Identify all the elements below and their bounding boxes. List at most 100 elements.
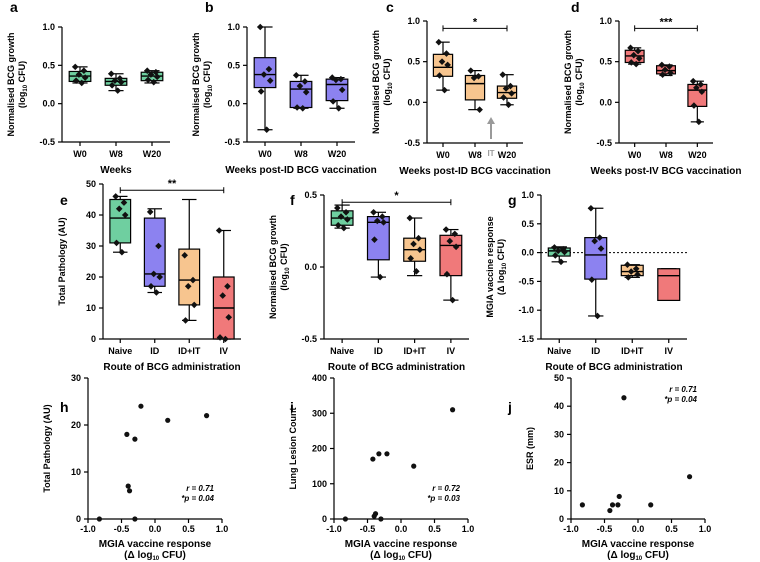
f-data-point	[451, 230, 459, 238]
e-xtick-label: Naive	[108, 346, 132, 356]
f-data-point	[344, 216, 351, 223]
e-data-point	[150, 270, 158, 278]
d-xtick-label: W20	[688, 150, 707, 160]
j-stat-label: r = 0.71	[669, 385, 697, 394]
f-data-point	[376, 273, 384, 281]
f-data-point	[371, 236, 378, 243]
e-data-point	[224, 283, 231, 290]
f-panel-label: f	[290, 192, 295, 208]
h-ytick-label: 0	[76, 514, 81, 524]
g-y-title: (Δ log10 CFU)	[496, 239, 508, 295]
a-data-point	[81, 74, 89, 81]
a-data-point	[153, 73, 161, 81]
e-data-point	[146, 208, 154, 216]
j-data-point	[648, 502, 654, 508]
i-xtick-label: -1.0	[326, 524, 342, 534]
e-xtick-label: ID+IT	[178, 346, 201, 356]
j-data-point	[615, 502, 621, 508]
i-panel-label: i	[290, 399, 294, 415]
h-xtick-label: 1.0	[216, 524, 229, 534]
a-ytick-label: 0.5	[42, 60, 55, 70]
i-data-point	[342, 516, 348, 522]
i-ytick-label: 400	[312, 373, 327, 383]
e-y-title: Total Pathology (AU)	[57, 217, 67, 305]
d-data-point	[666, 63, 673, 70]
c-data-point	[508, 90, 515, 97]
f-data-point	[442, 226, 450, 233]
d-data-point	[630, 51, 638, 59]
g-data-point	[634, 271, 641, 278]
f-xtick-label: ID+IT	[403, 346, 426, 356]
d-significance-label: ***	[660, 16, 674, 28]
f-data-point	[378, 213, 386, 220]
f-data-point	[443, 270, 451, 278]
b-data-point	[260, 71, 268, 78]
g-xtick-label: ID	[591, 346, 601, 356]
c-significance-label: *	[473, 16, 478, 28]
c-xtick-label: W8	[468, 150, 482, 160]
e-data-point	[113, 239, 120, 247]
g-data-point	[596, 234, 603, 241]
c-xtick-label: W20	[498, 150, 517, 160]
h-y-title: Total Pathology (AU)	[42, 404, 52, 492]
f-significance-label: *	[394, 190, 399, 202]
i-ytick-label: 100	[312, 479, 327, 489]
e-data-point	[118, 248, 126, 256]
d-data-point	[695, 118, 703, 126]
d-panel-label: d	[571, 0, 580, 15]
b-data-point	[301, 78, 309, 85]
a-ytick-label: 1.0	[42, 22, 55, 32]
f-data-point	[452, 243, 460, 251]
f-xtick-label: IV	[447, 346, 456, 356]
i-x-title: MGIA vaccine response	[345, 539, 458, 550]
i-ytick-label: 300	[312, 408, 327, 418]
j-ytick-label: 50	[554, 373, 564, 383]
b-data-point	[299, 104, 307, 112]
i-ytick-label: 0	[322, 514, 327, 524]
h-data-point	[138, 403, 144, 409]
g-box-IV	[657, 268, 681, 302]
d-xtick-label: W0	[628, 150, 642, 160]
c-data-point	[436, 72, 443, 79]
e-ytick-label: 10	[86, 303, 96, 313]
a-xtick-label: W8	[109, 149, 123, 159]
f-data-point	[342, 208, 350, 216]
b-data-point	[263, 126, 271, 134]
g-xtick-label: IV	[664, 346, 673, 356]
i-ytick-label: 200	[312, 444, 327, 454]
i-xtick-label: -0.5	[360, 524, 376, 534]
d-xtick-label: W8	[659, 150, 673, 160]
b-data-point	[329, 98, 337, 105]
a-data-point	[108, 81, 116, 89]
j-ytick-label: 0	[559, 514, 564, 524]
c-box-W8	[464, 74, 486, 101]
d-y-title: Normalised BCG growth	[563, 30, 573, 134]
e-significance-label: **	[168, 178, 177, 190]
b-data-point	[266, 77, 274, 84]
g-data-point	[559, 245, 567, 253]
e-ytick-label: 0	[91, 334, 96, 344]
a-xtick-label: W0	[73, 149, 87, 159]
g-data-point	[551, 244, 558, 251]
d-data-point	[634, 47, 642, 55]
g-ytick-label: -0.5	[518, 276, 534, 286]
f-data-point	[406, 214, 414, 222]
b-data-point	[332, 76, 340, 84]
g-data-point	[588, 276, 596, 283]
i-y-title: Lung Lesion Count	[288, 408, 298, 490]
e-data-point	[115, 205, 123, 213]
a-data-point	[72, 77, 80, 84]
b-data-point	[337, 75, 345, 83]
h-data-point	[125, 483, 131, 489]
b-ytick-label: 0.5	[227, 60, 240, 70]
c-data-point	[470, 74, 478, 82]
g-data-point	[561, 248, 568, 256]
a-data-point	[152, 68, 160, 76]
f-data-point	[416, 246, 424, 254]
b-data-point	[256, 23, 264, 31]
h-xtick-label: 0.5	[182, 524, 195, 534]
d-y-title: (log10 CFU)	[574, 58, 586, 105]
j-x-title: MGIA vaccine response	[582, 539, 695, 550]
f-data-point	[446, 237, 454, 245]
